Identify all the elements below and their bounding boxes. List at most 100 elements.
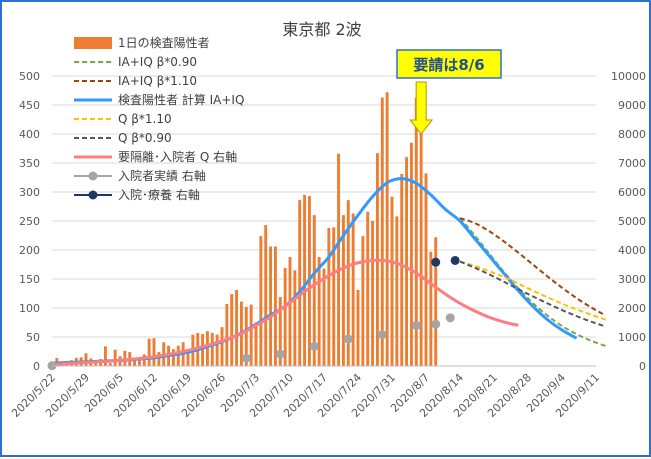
bar [108, 363, 112, 366]
bar [186, 350, 190, 366]
bar [414, 98, 418, 366]
bar [176, 345, 180, 366]
line-q_high [459, 260, 607, 321]
y-left-tick-label: 250 [19, 215, 40, 228]
y-left-tick-label: 100 [19, 302, 40, 315]
bar [293, 270, 297, 366]
bar [332, 227, 336, 366]
bar [400, 174, 404, 366]
marker-hosp [377, 330, 387, 340]
y-left-tick-label: 450 [19, 99, 40, 112]
bar-series [50, 92, 438, 367]
bar [303, 194, 307, 366]
y-right-tick-label: 2000 [618, 302, 646, 315]
bar [429, 251, 433, 366]
legend-label: 入院者実績 右軸 [118, 168, 206, 183]
legend-swatch [74, 37, 112, 49]
marker-rest [431, 257, 441, 267]
y-right-tick-label: 7000 [618, 157, 646, 170]
legend-label: Q β*1.10 [118, 112, 172, 126]
bar [94, 361, 98, 366]
bar [409, 142, 413, 366]
y-right-tick-label: 9000 [618, 99, 646, 112]
bar [230, 294, 234, 366]
bar [171, 349, 175, 366]
bar [346, 200, 350, 366]
chart-title: 東京都 2波 [282, 20, 361, 39]
marker-hosp [309, 341, 319, 351]
legend-label: 入院･療養 右軸 [118, 187, 200, 202]
bar [419, 117, 423, 367]
bar [341, 215, 345, 366]
bar [361, 236, 365, 366]
y-left-tick-label: 200 [19, 244, 40, 257]
bar [210, 332, 214, 366]
y-right-tick-label: 10000 [611, 70, 646, 83]
bar [322, 268, 326, 366]
bar [351, 213, 355, 366]
bar [244, 306, 248, 366]
bar [152, 338, 156, 366]
bar [366, 211, 370, 366]
legend-label: 検査陽性者 計算 IA+IQ [118, 92, 244, 107]
bar [157, 352, 161, 366]
bar [312, 215, 316, 366]
line-ia_high [459, 217, 607, 317]
y-left-tick-label: 300 [19, 186, 40, 199]
marker-hosp [241, 353, 251, 363]
y-left-tick-label: 50 [26, 331, 40, 344]
bar [298, 200, 302, 366]
y-left-tick-label: 500 [19, 70, 40, 83]
legend-label: 要隔離･入院者 Q 右軸 [118, 149, 237, 164]
bar [283, 267, 287, 366]
marker-rest [450, 255, 460, 265]
legend-swatch [88, 190, 98, 200]
bar [278, 296, 282, 366]
bar [395, 216, 399, 366]
bar [288, 256, 292, 366]
annotation-text: 要請は8/6 [413, 56, 484, 74]
bar [371, 221, 375, 366]
bar [84, 353, 88, 366]
bar [133, 358, 137, 366]
bar [147, 338, 151, 366]
line-series [51, 177, 607, 367]
annotation-box [396, 49, 502, 79]
bar [385, 92, 389, 367]
marker-hosp [275, 349, 285, 359]
bar [254, 322, 258, 366]
bar [142, 354, 146, 366]
bar [327, 227, 331, 366]
y-left-tick-label: 350 [19, 157, 40, 170]
y-right-tick-label: 3000 [618, 273, 646, 286]
bar [317, 256, 321, 366]
y-right-tick-label: 6000 [618, 186, 646, 199]
bar [201, 334, 205, 366]
marker-hosp [411, 320, 421, 330]
legend-label: 1日の検査陽性者 [118, 36, 210, 50]
line-quar [51, 258, 519, 367]
bar [356, 290, 360, 366]
marker-hosp [343, 334, 353, 344]
y-right-tick-label: 8000 [618, 128, 646, 141]
gridlines [52, 75, 596, 367]
bar [269, 246, 273, 366]
y-left-tick-label: 400 [19, 128, 40, 141]
bar [390, 196, 394, 366]
legend: 1日の検査陽性者 IA+IQ β*0.90 IA+IQ β*1.10 検査陽性者 計算… [74, 36, 244, 202]
bar [103, 346, 107, 366]
bar [113, 349, 117, 366]
bar [137, 359, 141, 366]
bar [220, 327, 224, 366]
bar [264, 225, 268, 366]
marker-series [47, 255, 460, 371]
y-left-tick-label: 150 [19, 273, 40, 286]
bar [405, 157, 409, 366]
legend-label: Q β*0.90 [118, 131, 172, 145]
marker-hosp [445, 313, 455, 323]
bar [235, 290, 239, 366]
line-q_low [459, 260, 607, 328]
bar [380, 97, 384, 367]
